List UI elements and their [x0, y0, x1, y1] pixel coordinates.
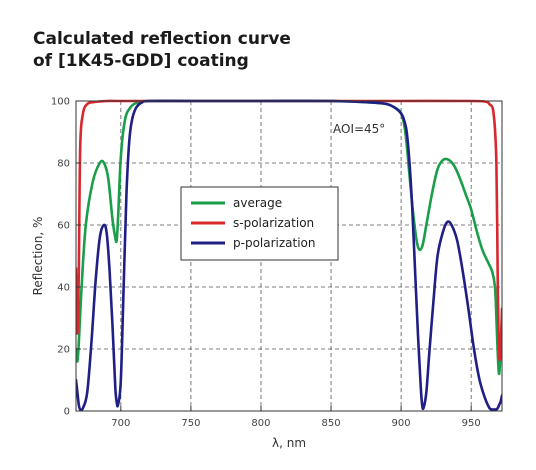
x-tick-label-750: 750: [181, 418, 200, 429]
aoi-annotation: AOI=45°: [333, 122, 385, 136]
chart-title: Calculated reflection curve of [1K45-GDD…: [33, 28, 513, 72]
chart-title-line-2: of [1K45-GDD] coating: [33, 51, 249, 71]
x-axis-label: λ, nm: [272, 436, 306, 450]
y-tick-label-40: 40: [57, 283, 70, 294]
x-tick-label-850: 850: [321, 418, 340, 429]
legend-label-p-polarization: p-polarization: [233, 236, 316, 250]
x-tick-label-950: 950: [462, 418, 481, 429]
legend: average s-polarization p-polarization: [180, 186, 339, 261]
legend-label-average: average: [233, 196, 282, 210]
y-tick-label-60: 60: [57, 221, 70, 232]
y-tick-label-20: 20: [57, 345, 70, 356]
y-tick-label-0: 0: [64, 407, 70, 418]
axis-ticks: 0 20 40 60 80 100 700 750 800 850 900 950: [51, 97, 481, 430]
chart-title-line-1: Calculated reflection curve: [33, 29, 291, 49]
y-axis-label: Reflection, %: [31, 217, 45, 296]
plot-frame: [75, 100, 503, 412]
plot-area-border: [75, 100, 503, 412]
x-tick-label-800: 800: [251, 418, 270, 429]
y-tick-label-80: 80: [57, 159, 70, 170]
x-tick-label-700: 700: [111, 418, 130, 429]
x-tick-label-900: 900: [392, 418, 411, 429]
legend-label-s-polarization: s-polarization: [233, 216, 314, 230]
y-tick-label-100: 100: [51, 97, 70, 108]
series-line-p-polarization: [76, 99, 502, 412]
